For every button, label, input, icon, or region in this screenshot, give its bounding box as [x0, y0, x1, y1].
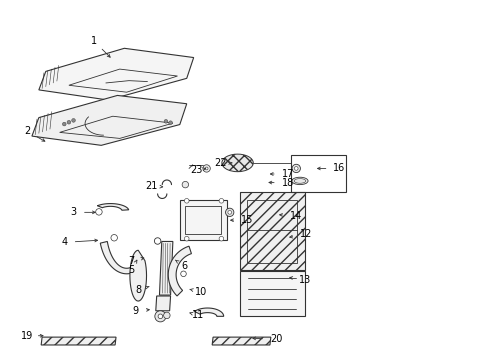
Circle shape	[168, 121, 172, 125]
Polygon shape	[194, 308, 223, 316]
Circle shape	[294, 167, 298, 170]
Text: 6: 6	[181, 261, 187, 271]
Polygon shape	[97, 203, 128, 210]
Polygon shape	[130, 250, 146, 301]
Circle shape	[181, 271, 186, 276]
Text: 23: 23	[189, 165, 202, 175]
Text: 20: 20	[269, 334, 282, 345]
Circle shape	[96, 209, 102, 215]
Text: 22: 22	[214, 158, 226, 168]
Circle shape	[184, 237, 189, 241]
Text: 15: 15	[240, 215, 253, 225]
Text: 18: 18	[281, 178, 293, 188]
Circle shape	[154, 238, 161, 244]
Polygon shape	[168, 246, 191, 296]
Polygon shape	[100, 242, 139, 274]
Circle shape	[291, 164, 300, 172]
Circle shape	[62, 122, 66, 126]
Circle shape	[111, 234, 117, 241]
Text: 8: 8	[135, 284, 141, 294]
Text: 10: 10	[194, 287, 206, 297]
Circle shape	[184, 198, 189, 203]
Text: 13: 13	[299, 275, 311, 285]
Circle shape	[182, 181, 188, 188]
Text: 11: 11	[192, 310, 204, 320]
Text: 14: 14	[289, 211, 302, 221]
Text: 7: 7	[128, 256, 134, 266]
Polygon shape	[41, 337, 116, 345]
Text: 21: 21	[144, 181, 157, 191]
Text: 17: 17	[281, 169, 293, 179]
Circle shape	[227, 211, 231, 214]
Circle shape	[219, 198, 223, 203]
Polygon shape	[212, 337, 270, 345]
Text: 16: 16	[332, 163, 345, 174]
Polygon shape	[159, 242, 173, 295]
Circle shape	[203, 165, 210, 172]
Text: 5: 5	[128, 265, 134, 275]
Ellipse shape	[222, 154, 253, 172]
Text: 12: 12	[299, 229, 312, 239]
Text: 9: 9	[133, 306, 139, 316]
Text: 19: 19	[21, 331, 33, 341]
Circle shape	[225, 208, 233, 216]
Text: 3: 3	[70, 207, 77, 217]
Polygon shape	[240, 193, 304, 270]
Circle shape	[164, 120, 167, 123]
Circle shape	[163, 312, 170, 319]
Circle shape	[67, 120, 71, 124]
Polygon shape	[156, 296, 170, 311]
Text: 2: 2	[24, 126, 30, 136]
Circle shape	[72, 118, 75, 122]
Text: 4: 4	[61, 237, 67, 247]
Circle shape	[155, 311, 165, 322]
Polygon shape	[32, 95, 186, 145]
Polygon shape	[39, 48, 193, 100]
Text: 1: 1	[91, 36, 97, 46]
Polygon shape	[240, 271, 304, 316]
Circle shape	[219, 237, 223, 241]
Circle shape	[158, 314, 163, 319]
Ellipse shape	[291, 177, 307, 185]
Polygon shape	[180, 200, 226, 240]
Circle shape	[205, 167, 207, 170]
